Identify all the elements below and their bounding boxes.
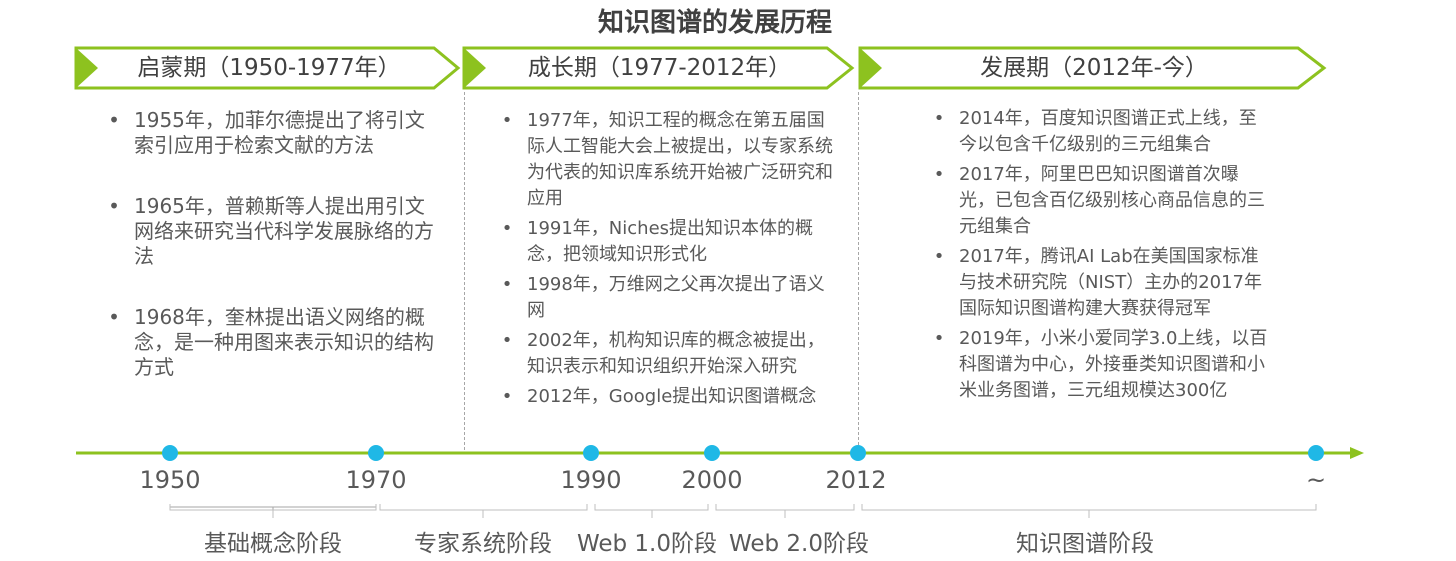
year-label: 1990 [560,466,622,494]
event-item: • 2017年，腾讯AI Lab在美国国家标准与技术研究院（NIST）主办的201… [933,246,1263,319]
stage-label: 知识图谱阶段 [1016,531,1154,557]
phase-banner-enlightenment: 启蒙期（1950-1977年） [74,46,464,90]
phase-label: 发展期（2012年-今） [980,55,1208,81]
event-item: • 2002年，机构知识库的概念被提出，知识表示和知识组织开始深入研究 [501,330,825,377]
event-item: • 2019年，小米小爱同学3.0上线，以百科图谱为中心，外接垂类知识图谱和小米业… [933,328,1268,401]
event-text: 1968年，奎林提出语义网络的概念，是一种用图来表示知识的结构方式 [134,305,434,379]
event-item: • 2017年，阿里巴巴知识图谱首次曝光，已包含百亿级别核心商品信息的三元组集合 [933,164,1265,237]
event-item: • 1965年，普赖斯等人提出用引文网络来研究当代科学发展脉络的方法 [108,194,434,268]
development-events: • 2014年，百度知识图谱正式上线，至今以包含千亿级别的三元组集合 • 2017年… [929,106,1269,408]
event-text: 1955年，加菲尔德提出了将引文索引应用于检索文献的方法 [134,108,425,157]
event-item: • 1968年，奎林提出语义网络的概念，是一种用图来表示知识的结构方式 [108,305,434,379]
timeline-dot [704,445,720,461]
event-text: 2019年，小米小爱同学3.0上线，以百科图谱为中心，外接垂类知识图谱和小米业务… [959,328,1268,401]
event-text: 2012年，Google提出知识图谱概念 [527,386,817,407]
event-text: 2014年，百度知识图谱正式上线，至今以包含千亿级别的三元组集合 [959,108,1257,155]
growth-events: • 1977年，知识工程的概念在第五届国际人工智能大会上被提出，以专家系统为代表的… [497,108,837,414]
event-item: • 2012年，Google提出知识图谱概念 [501,386,817,407]
phase-label: 成长期（1977-2012年） [527,55,792,81]
timeline-dot [162,445,178,461]
stage-bracket [379,504,588,518]
stage-label: 基础概念阶段 [204,531,342,557]
event-item: • 1998年，万维网之父再次提出了语义网 [501,274,825,321]
stage-bracket [169,504,377,518]
stage-bracket [715,504,855,518]
phase-banner-shape [858,46,1327,90]
event-text: 1991年，Niches提出知识本体的概念，把领域知识形式化 [527,218,814,265]
year-label: ~ [1305,466,1327,494]
timeline-dot [1308,445,1324,461]
event-item: • 2014年，百度知识图谱正式上线，至今以包含千亿级别的三元组集合 [933,108,1257,155]
event-item: • 1955年，加菲尔德提出了将引文索引应用于检索文献的方法 [108,108,425,157]
timeline-dot [850,445,866,461]
year-label: 2000 [681,466,743,494]
stage-label: Web 2.0阶段 [728,531,870,557]
stage-label: Web 1.0阶段 [576,531,718,557]
phase-banner-growth: 成长期（1977-2012年） [462,46,857,90]
timeline-dot [583,445,599,461]
event-item: • 1991年，Niches提出知识本体的概念，把领域知识形式化 [501,218,814,265]
diagram-title: 知识图谱的发展历程 [597,8,832,38]
stage-bracket [594,504,709,518]
phase-label: 启蒙期（1950-1977年） [137,55,401,81]
event-text: 2017年，阿里巴巴知识图谱首次曝光，已包含百亿级别核心商品信息的三元组集合 [959,164,1265,237]
event-item: • 1977年，知识工程的概念在第五届国际人工智能大会上被提出，以专家系统为代表的… [501,110,833,209]
phase-banner-shape [462,46,855,90]
stage-brackets-row [169,504,1317,518]
timeline-dot [368,445,384,461]
event-text: 2017年，腾讯AI Lab在美国国家标准与技术研究院（NIST）主办的2017… [959,246,1263,319]
event-text: 1977年，知识工程的概念在第五届国际人工智能大会上被提出，以专家系统为代表的知… [527,110,833,209]
phase-divider [858,92,859,450]
stage-label: 专家系统阶段 [414,531,552,557]
event-text: 1965年，普赖斯等人提出用引文网络来研究当代科学发展脉络的方法 [134,194,434,268]
phase-divider [464,92,465,450]
phase-banner-development: 发展期（2012年-今） [858,46,1330,90]
year-label: 1970 [345,466,407,494]
phase-banner-shape [74,46,461,90]
enlightenment-events: • 1955年，加菲尔德提出了将引文索引应用于检索文献的方法 • 1965年，普赖斯… [104,108,434,416]
timeline-arrow-icon [1350,447,1364,459]
year-label: 2012 [825,466,887,494]
year-label: 1950 [139,466,201,494]
event-text: 2002年，机构知识库的概念被提出，知识表示和知识组织开始深入研究 [527,330,825,377]
event-text: 1998年，万维网之父再次提出了语义网 [527,274,825,321]
timeline-axis [76,445,1364,510]
stage-bracket [861,504,1317,518]
